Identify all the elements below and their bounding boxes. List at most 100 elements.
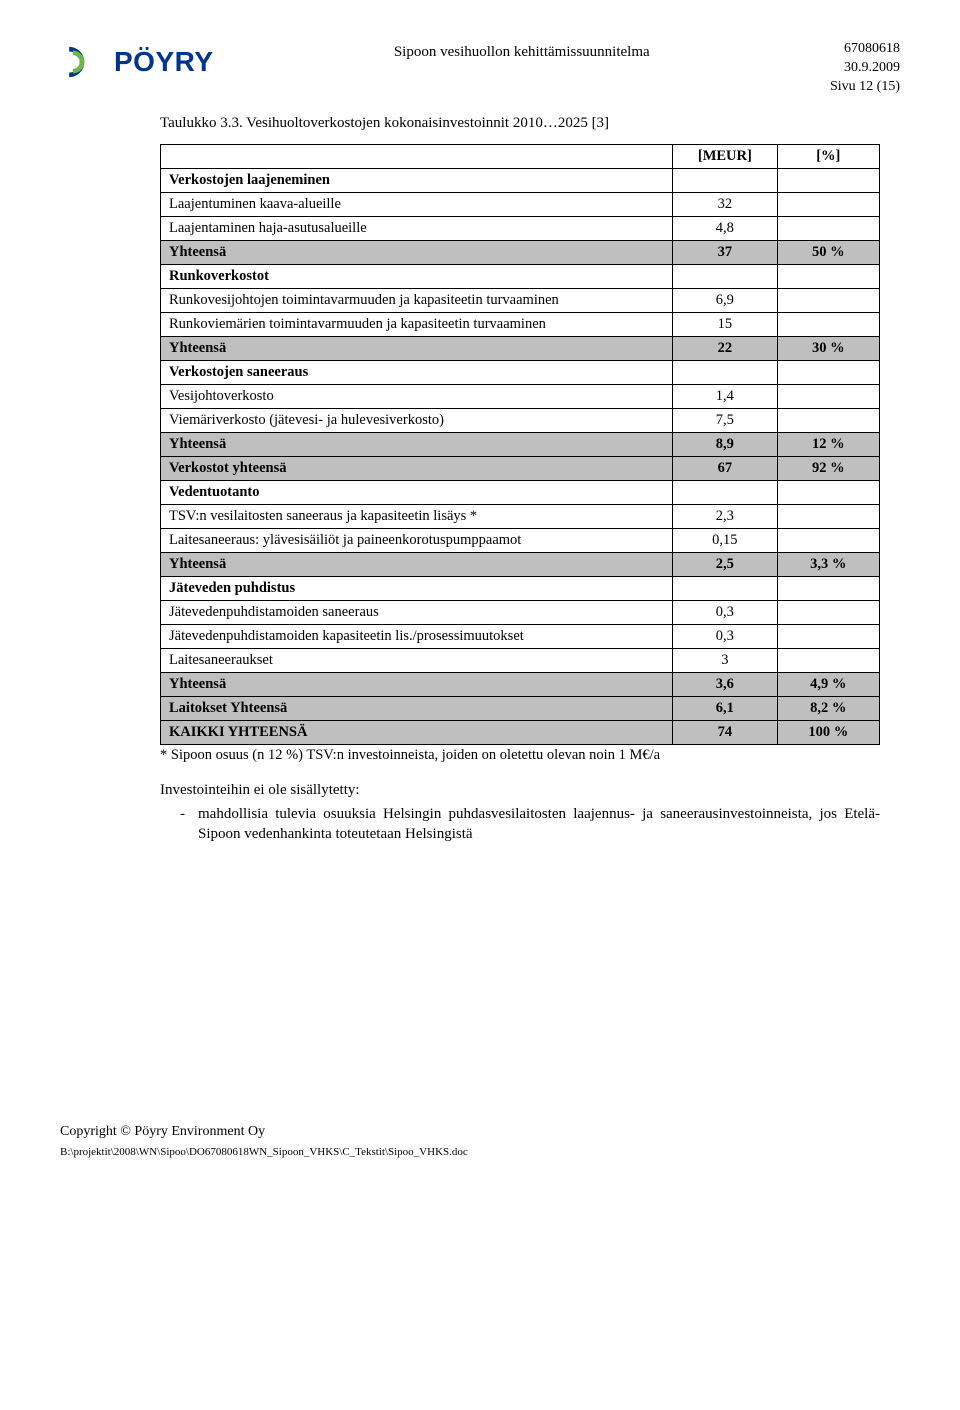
row-label: Jäteveden puhdistus (161, 576, 673, 600)
row-value (673, 168, 777, 192)
row-value: 74 (673, 720, 777, 744)
table-row: Laajentuminen kaava-alueille32 (161, 192, 880, 216)
row-percent (777, 216, 879, 240)
doc-date: 30.9.2009 (830, 59, 900, 78)
page-footer: Copyright © Pöyry Environment Oy B:\proj… (60, 1124, 900, 1158)
row-value: 8,9 (673, 432, 777, 456)
row-percent (777, 312, 879, 336)
table-row: Laajentaminen haja-asutusalueille4,8 (161, 216, 880, 240)
logo-block: PÖYRY (60, 40, 214, 84)
row-percent (777, 168, 879, 192)
row-percent (777, 264, 879, 288)
table-caption: Taulukko 3.3. Vesihuoltoverkostojen koko… (160, 115, 900, 132)
row-percent (777, 648, 879, 672)
row-value: 7,5 (673, 408, 777, 432)
body-bullet: mahdollisia tulevia osuuksia Helsingin p… (180, 804, 880, 845)
row-value: 3,6 (673, 672, 777, 696)
row-value: 22 (673, 336, 777, 360)
page: PÖYRY Sipoon vesihuollon kehittämissuunn… (0, 0, 960, 1198)
row-label: Vesijohtoverkosto (161, 384, 673, 408)
body-text: Investointeihin ei ole sisällytetty: mah… (160, 780, 880, 845)
table-row: Laitesaneeraukset3 (161, 648, 880, 672)
body-list: mahdollisia tulevia osuuksia Helsingin p… (160, 804, 880, 845)
row-label: Yhteensä (161, 552, 673, 576)
row-percent (777, 504, 879, 528)
row-percent (777, 408, 879, 432)
row-percent (777, 360, 879, 384)
row-label: Jätevedenpuhdistamoiden kapasiteetin lis… (161, 624, 673, 648)
page-header: PÖYRY Sipoon vesihuollon kehittämissuunn… (60, 40, 900, 97)
copyright: Copyright © Pöyry Environment Oy (60, 1124, 900, 1140)
header-title: Sipoon vesihuollon kehittämissuunnitelma (214, 40, 831, 61)
row-label: Viemäriverkosto (jätevesi- ja hulevesive… (161, 408, 673, 432)
table-row: Laitesaneeraus: ylävesisäiliöt ja painee… (161, 528, 880, 552)
row-label: Verkostojen laajeneminen (161, 168, 673, 192)
col-header-empty (161, 144, 673, 168)
row-value: 15 (673, 312, 777, 336)
row-label: Laitesaneeraukset (161, 648, 673, 672)
row-label: KAIKKI YHTEENSÄ (161, 720, 673, 744)
table-header-row: [MEUR] [%] (161, 144, 880, 168)
table-row: Runkoverkostot (161, 264, 880, 288)
table-row: Verkostojen laajeneminen (161, 168, 880, 192)
doc-number: 67080618 (830, 40, 900, 59)
row-percent (777, 528, 879, 552)
row-percent: 8,2 % (777, 696, 879, 720)
row-label: Vedentuotanto (161, 480, 673, 504)
file-path: B:\projektit\2008\WN\Sipoo\DO67080618WN_… (60, 1146, 900, 1158)
header-meta: 67080618 30.9.2009 Sivu 12 (15) (830, 40, 900, 97)
row-value: 0,15 (673, 528, 777, 552)
row-value (673, 360, 777, 384)
row-label: Jätevedenpuhdistamoiden saneeraus (161, 600, 673, 624)
row-value: 1,4 (673, 384, 777, 408)
row-value (673, 264, 777, 288)
row-value: 0,3 (673, 624, 777, 648)
row-value: 2,3 (673, 504, 777, 528)
row-percent (777, 600, 879, 624)
table-row: Yhteensä3,64,9 % (161, 672, 880, 696)
table-row: Verkostot yhteensä6792 % (161, 456, 880, 480)
row-percent: 4,9 % (777, 672, 879, 696)
row-label: Yhteensä (161, 336, 673, 360)
row-percent: 92 % (777, 456, 879, 480)
row-percent (777, 576, 879, 600)
body-intro: Investointeihin ei ole sisällytetty: (160, 780, 880, 800)
row-value (673, 480, 777, 504)
row-percent: 50 % (777, 240, 879, 264)
col-header-meur: [MEUR] (673, 144, 777, 168)
table-row: Vedentuotanto (161, 480, 880, 504)
table-row: Jäteveden puhdistus (161, 576, 880, 600)
table-row: Runkoviemärien toimintavarmuuden ja kapa… (161, 312, 880, 336)
row-value: 6,9 (673, 288, 777, 312)
table-row: Vesijohtoverkosto1,4 (161, 384, 880, 408)
row-percent (777, 288, 879, 312)
table-row: Yhteensä8,912 % (161, 432, 880, 456)
col-header-pct: [%] (777, 144, 879, 168)
row-label: Runkoviemärien toimintavarmuuden ja kapa… (161, 312, 673, 336)
table-body: Verkostojen laajeneminenLaajentuminen ka… (161, 168, 880, 744)
logo-text: PÖYRY (114, 46, 214, 78)
table-row: Viemäriverkosto (jätevesi- ja hulevesive… (161, 408, 880, 432)
row-label: Laajentuminen kaava-alueille (161, 192, 673, 216)
investment-table: [MEUR] [%] Verkostojen laajeneminenLaaje… (160, 144, 880, 745)
row-label: Runkoverkostot (161, 264, 673, 288)
row-label: Laitokset Yhteensä (161, 696, 673, 720)
row-label: Verkostojen saneeraus (161, 360, 673, 384)
row-percent: 12 % (777, 432, 879, 456)
row-value: 32 (673, 192, 777, 216)
page-number: Sivu 12 (15) (830, 78, 900, 97)
row-label: Runkovesijohtojen toimintavarmuuden ja k… (161, 288, 673, 312)
row-percent (777, 624, 879, 648)
table-row: Yhteensä3750 % (161, 240, 880, 264)
table-row: TSV:n vesilaitosten saneeraus ja kapasit… (161, 504, 880, 528)
row-value: 4,8 (673, 216, 777, 240)
row-value: 3 (673, 648, 777, 672)
table-row: Yhteensä2230 % (161, 336, 880, 360)
table-row: Runkovesijohtojen toimintavarmuuden ja k… (161, 288, 880, 312)
table-row: Verkostojen saneeraus (161, 360, 880, 384)
row-value: 2,5 (673, 552, 777, 576)
row-value: 6,1 (673, 696, 777, 720)
row-label: Verkostot yhteensä (161, 456, 673, 480)
row-value: 67 (673, 456, 777, 480)
row-value: 37 (673, 240, 777, 264)
